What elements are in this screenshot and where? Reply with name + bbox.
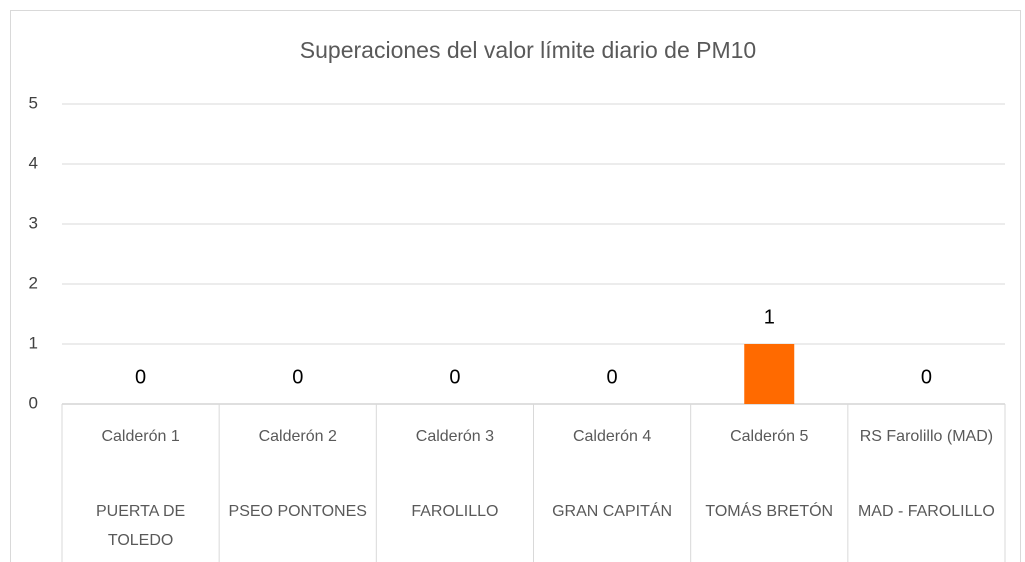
x-subcategory-label: TOMÁS BRETÓN [705,503,834,520]
y-tick-label: 2 [29,273,38,292]
data-label: 0 [449,366,460,388]
x-tick-label: Calderón 5 [730,428,809,445]
chart-border [10,10,1021,562]
x-subcategory-label: MAD - FAROLILLO [857,503,995,520]
x-subcategory-label: GRAN CAPITÁN [552,503,673,520]
data-label: 1 [764,306,775,328]
data-label: 0 [921,366,932,388]
x-subcategory-label: PUERTA DE TOLEDO [95,503,186,549]
data-label: 0 [135,366,146,388]
y-tick-label: 5 [29,93,38,112]
x-subcategory-label: PSEO PONTONES [228,503,367,520]
x-tick-label: Calderón 3 [415,428,495,445]
x-tick-label: Calderón 1 [101,428,180,445]
x-tick-label: Calderón 4 [572,428,652,445]
y-tick-label: 1 [29,333,38,352]
chart-title: Superaciones del valor límite diario de … [300,37,756,63]
data-label: 0 [607,366,618,388]
y-tick-label: 3 [29,213,38,232]
x-tick-label: RS Farolillo (MAD) [859,428,994,445]
x-tick-label: Calderón 2 [258,428,337,445]
x-subcategory-label: FAROLILLO [411,503,499,520]
y-tick-label: 0 [29,393,38,412]
y-tick-label: 4 [29,153,38,172]
data-label: 0 [292,366,303,388]
bar [744,344,795,404]
